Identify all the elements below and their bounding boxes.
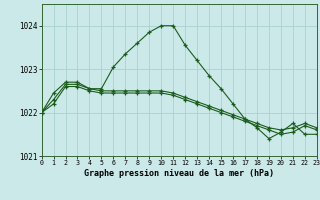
X-axis label: Graphe pression niveau de la mer (hPa): Graphe pression niveau de la mer (hPa) bbox=[84, 169, 274, 178]
